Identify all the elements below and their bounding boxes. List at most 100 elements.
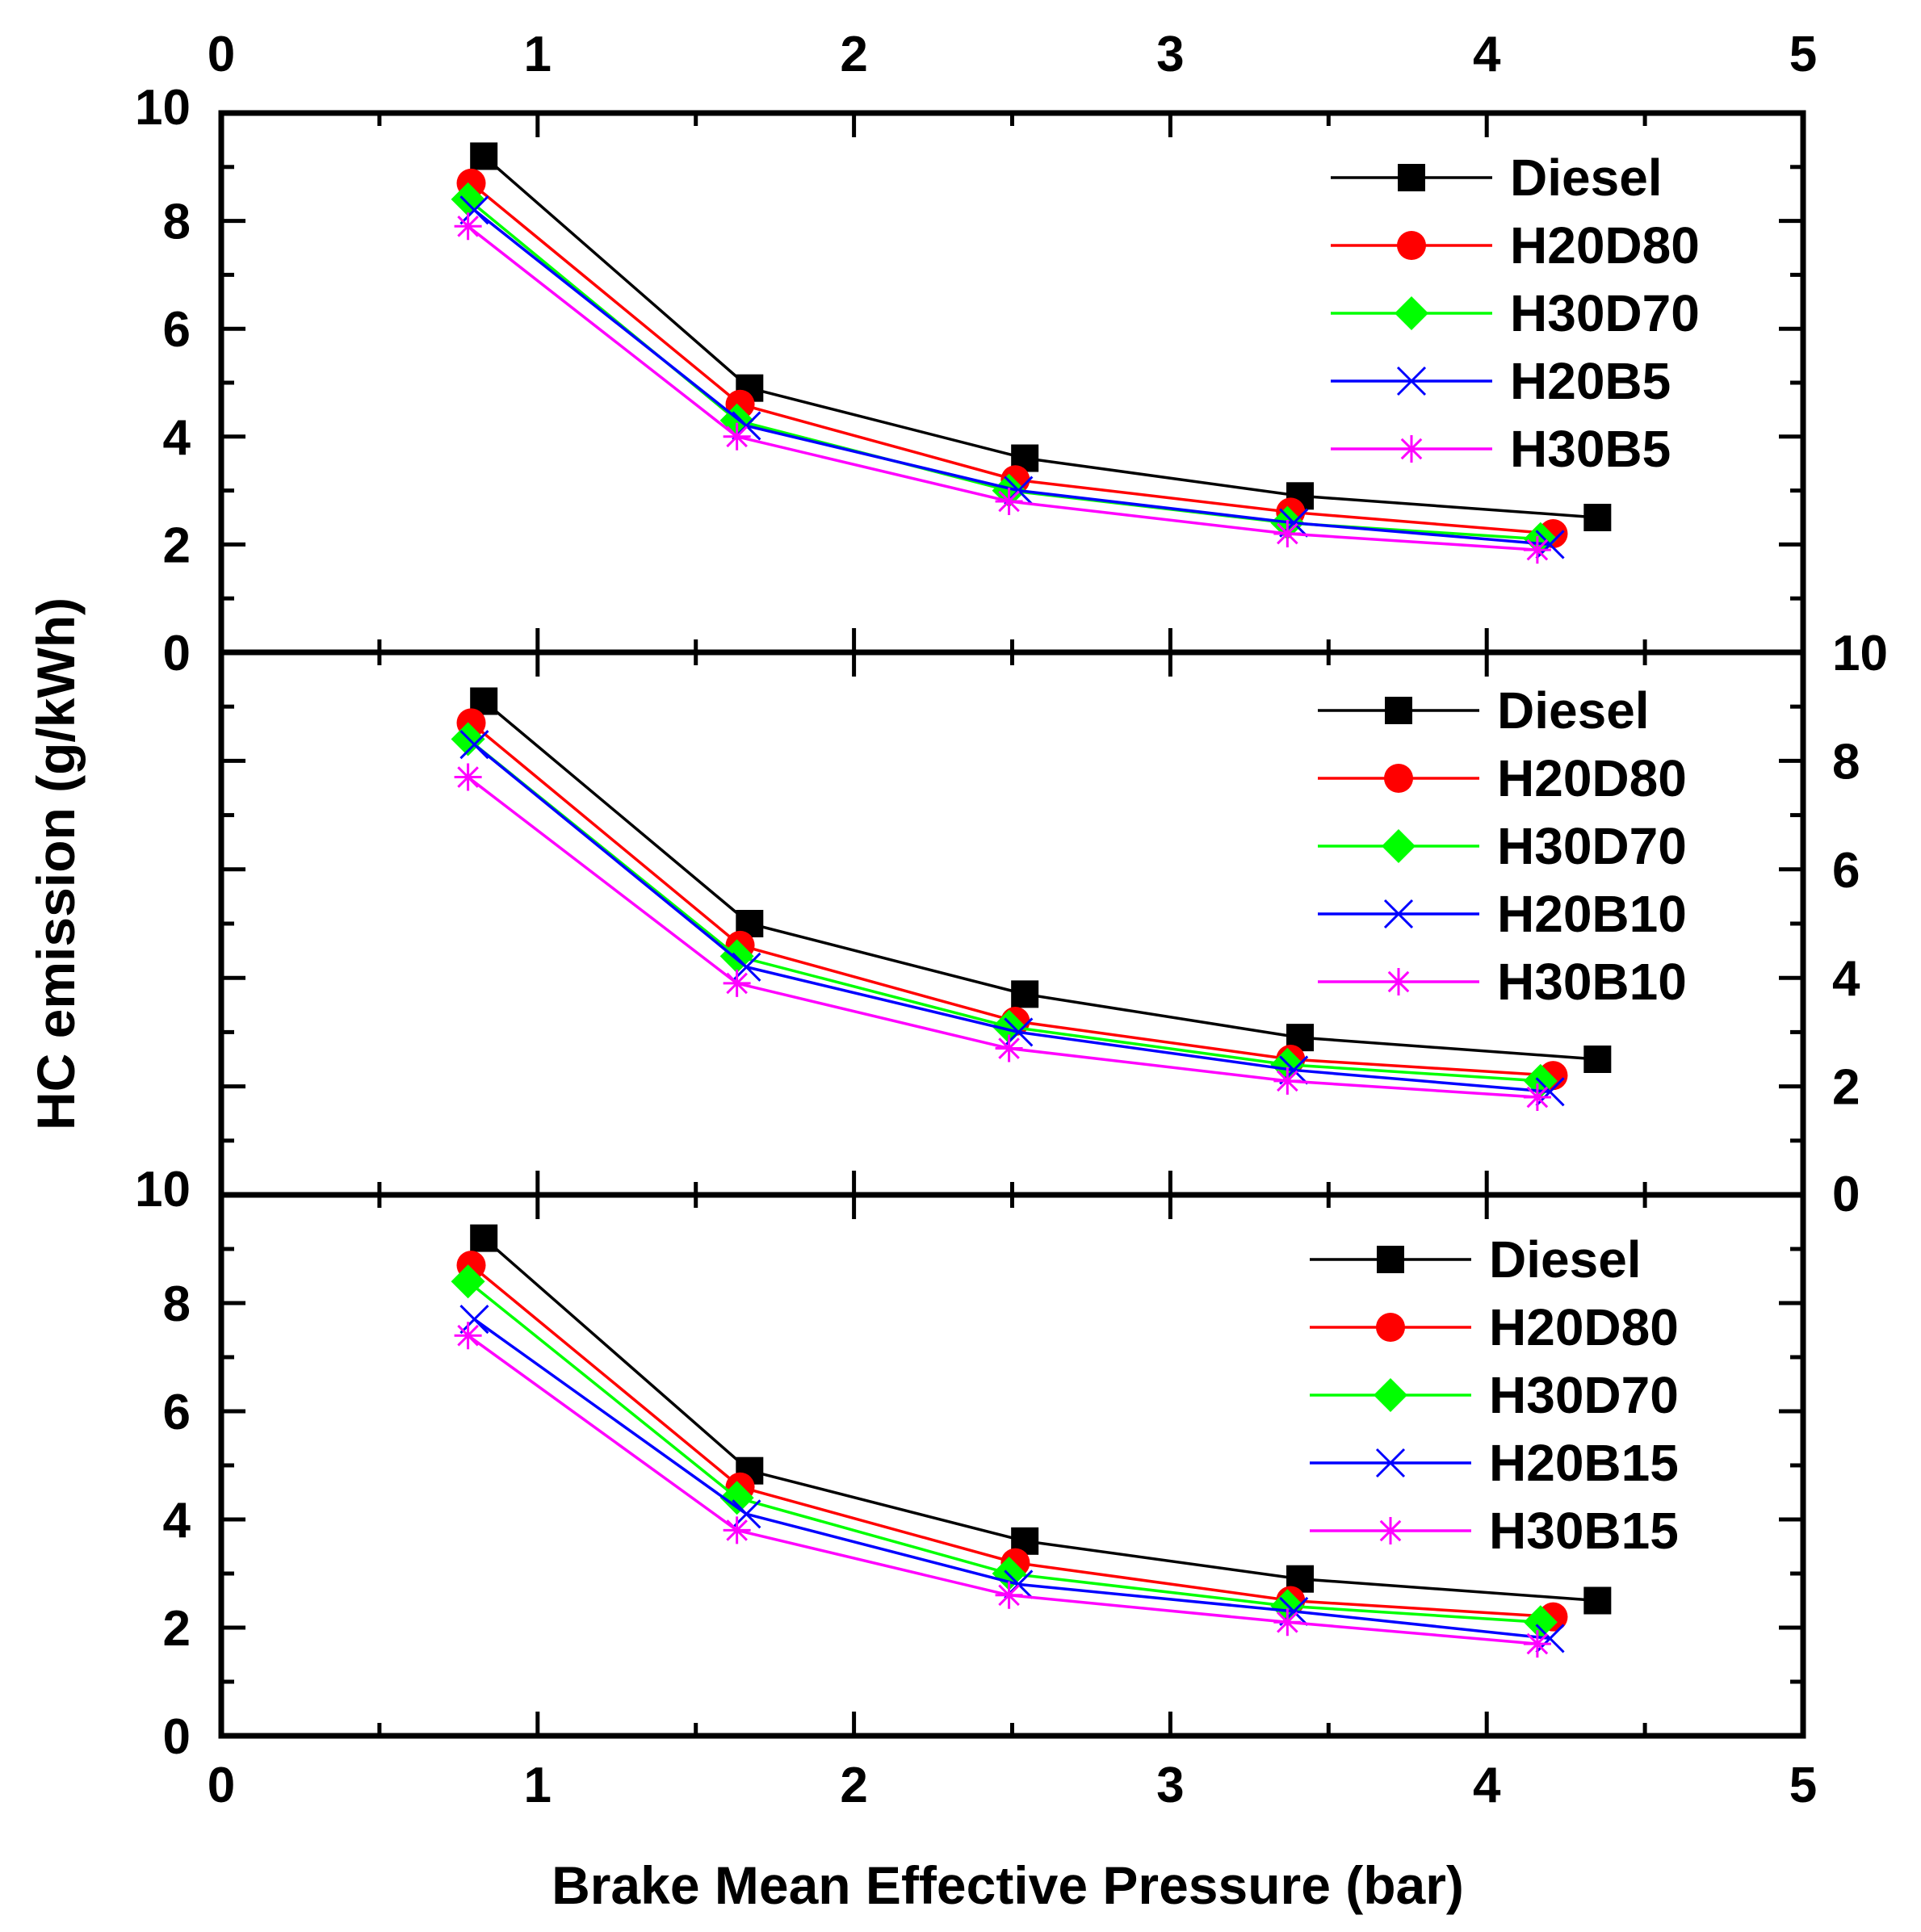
panel-top-y-tick-label: 10 <box>135 80 191 136</box>
panel-bottom-series-h30b15 <box>454 1322 1551 1658</box>
legend-marker-h30b5 <box>1398 435 1425 463</box>
legend-label-h20d80: H20D80 <box>1497 749 1687 807</box>
panel-top-point-h30b5 <box>1273 520 1302 548</box>
legend-marker-diesel <box>1385 697 1412 724</box>
panel-middle-y-tick-label: 10 <box>1832 626 1888 681</box>
panel-middle-y-tick-label: 4 <box>1832 951 1860 1007</box>
plot-layer: 0246810DieselH20D80H30D70H20B5H30B502468… <box>135 27 1888 1813</box>
panel-middle-point-h30d70 <box>992 1009 1026 1044</box>
panel-middle-y-tick-label: 6 <box>1832 843 1860 899</box>
legend-marker-diesel <box>1377 1246 1404 1273</box>
panel-top-y-tick-label: 6 <box>163 302 191 358</box>
panel-middle-series-h30b10 <box>454 763 1551 1112</box>
legend-label-h30b10: H30B10 <box>1497 953 1687 1011</box>
legend-label-h20b15: H20B15 <box>1489 1434 1679 1492</box>
legend-marker-h30b10 <box>1385 968 1412 995</box>
x-tick-label-top: 2 <box>840 27 867 82</box>
x-tick-label-bottom: 2 <box>840 1758 867 1813</box>
panel-top-point-h30b5 <box>1523 536 1551 564</box>
legend-marker-h30b15 <box>1377 1517 1404 1544</box>
panel-middle-point-h30b10 <box>454 763 482 791</box>
legend-label-h20b5: H20B5 <box>1510 352 1671 410</box>
panel-bottom-point-h20b15 <box>459 1305 489 1335</box>
panel-bottom: 0 2 4 6 8 10 Diesel H20D80 H30D70 H20B15 H30B15 <box>135 1162 1806 1765</box>
legend-marker-h20d80 <box>1384 764 1413 793</box>
legend-label-diesel: Diesel <box>1510 149 1663 207</box>
panel-top-y-tick-label: 0 <box>163 626 191 681</box>
panel-middle-y-tick-label: 2 <box>1832 1060 1860 1116</box>
panel-bottom-y-tick-label: 8 <box>163 1276 191 1332</box>
panel-top-series-h30b5 <box>454 212 1551 564</box>
x-tick-label-top: 4 <box>1473 27 1501 82</box>
legend-label-h30d70: H30D70 <box>1489 1366 1679 1424</box>
legend-label-h30d70: H30D70 <box>1497 817 1687 875</box>
panel-bottom-y-tick-label: 4 <box>163 1493 191 1549</box>
panel-middle-series-diesel <box>470 687 1612 1073</box>
panel-bottom-point-h30d70 <box>719 1481 754 1515</box>
panel-middle-point-diesel <box>1011 980 1039 1008</box>
legend-label-h20d80: H20D80 <box>1510 216 1700 275</box>
panel-top-y-tick-label: 8 <box>163 195 191 250</box>
panel-middle-point-h30b10 <box>723 969 751 997</box>
panel-top-point-diesel <box>470 142 498 170</box>
panel-bottom-point-h30b15 <box>1273 1608 1302 1637</box>
y-axis-title: HC emission (g/kWh) <box>26 597 86 1130</box>
panel-top-y-tick-label: 4 <box>163 410 191 466</box>
panel-bottom-point-diesel <box>1583 1586 1612 1615</box>
panel-middle-point-diesel <box>1583 1046 1612 1073</box>
legend-label-diesel: Diesel <box>1489 1230 1642 1289</box>
x-tick-label-bottom: 5 <box>1789 1758 1817 1813</box>
panel-middle-point-h30b10 <box>995 1034 1023 1062</box>
legend-label-h30b5: H30B5 <box>1510 420 1671 478</box>
panel-top-point-h30b5 <box>454 212 482 241</box>
x-tick-label-bottom: 1 <box>524 1758 552 1813</box>
panel-middle: 0 2 4 6 8 10 Diesel H20D80 H30D70 H20B10 H30B10 <box>218 626 1888 1222</box>
panel-bottom-y-tick-label: 0 <box>163 1709 191 1765</box>
panel-top-point-h30b5 <box>995 487 1023 515</box>
legend-marker-diesel <box>1398 164 1425 191</box>
panel-top-series-h20b5 <box>459 195 1565 559</box>
x-tick-label-top: 0 <box>208 27 235 82</box>
panel-bottom-point-h30d70 <box>1523 1605 1558 1640</box>
panel-middle-point-h30b10 <box>1523 1083 1551 1112</box>
legend-marker-h20b15 <box>1375 1448 1406 1478</box>
panel-middle-point-h20b10 <box>459 730 489 760</box>
panel-top-point-h20b5 <box>459 195 489 225</box>
panel-top: 0 2 4 6 8 10 Diesel H20D80 H30D70 H20B5 H30B5 <box>135 80 1806 681</box>
x-tick-label-bottom: 3 <box>1156 1758 1184 1813</box>
panel-bottom-y-tick-label: 2 <box>163 1601 191 1657</box>
panel-bottom-point-h30b15 <box>1523 1630 1551 1658</box>
panel-top-legend: Diesel H20D80 H30D70 H20B5 H30B5 <box>1331 149 1700 478</box>
legend-marker-h20d80 <box>1376 1313 1405 1342</box>
panel-middle-legend: Diesel H20D80 H30D70 H20B10 H30B10 <box>1318 681 1687 1011</box>
x-axis-title: Brake Mean Effective Pressure (bar) <box>552 1855 1464 1915</box>
legend-marker-h20b10 <box>1383 899 1414 929</box>
legend-label-h20d80: H20D80 <box>1489 1298 1679 1356</box>
panel-bottom-y-tick-label: 6 <box>163 1385 191 1440</box>
panel-middle-point-h30b10 <box>1273 1067 1302 1095</box>
legend-marker-h20d80 <box>1397 231 1426 260</box>
panel-bottom-legend: Diesel H20D80 H30D70 H20B15 H30B15 <box>1310 1230 1679 1560</box>
panel-bottom-point-h30b15 <box>454 1322 482 1350</box>
legend-label-h20b10: H20B10 <box>1497 885 1687 943</box>
x-tick-label-bottom: 0 <box>208 1758 235 1813</box>
panel-middle-y-tick-label: 8 <box>1832 734 1860 790</box>
panel-top-point-h30d70 <box>1523 522 1558 556</box>
legend-label-diesel: Diesel <box>1497 681 1650 740</box>
panel-bottom-point-diesel <box>470 1224 498 1252</box>
panel-middle-y-tick-label: 0 <box>1832 1167 1860 1222</box>
panel-middle-series-h20b10 <box>459 730 1565 1107</box>
legend-marker-h30d70 <box>1374 1378 1407 1412</box>
x-tick-label-top: 1 <box>524 27 552 82</box>
x-tick-label-top: 5 <box>1789 27 1817 82</box>
panel-top-point-h30b5 <box>723 422 751 451</box>
x-tick-label-top: 3 <box>1156 27 1184 82</box>
panel-top-point-diesel <box>1583 504 1612 531</box>
legend-marker-h20b5 <box>1396 366 1427 396</box>
panel-top-y-tick-label: 2 <box>163 518 191 573</box>
panel-bottom-point-h30d70 <box>451 1264 485 1299</box>
legend-label-h30d70: H30D70 <box>1510 284 1700 342</box>
x-tick-label-bottom: 4 <box>1473 1758 1501 1813</box>
panel-bottom-point-h30b15 <box>995 1581 1023 1609</box>
